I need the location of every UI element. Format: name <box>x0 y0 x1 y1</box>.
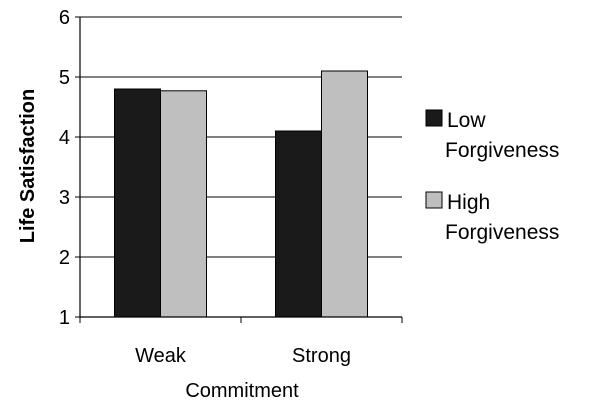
x-category-labels: Weak Strong <box>135 345 351 367</box>
bar-strong-high-forgiveness <box>321 70 368 318</box>
y-tick-label: 3 <box>59 187 70 209</box>
legend-swatch <box>425 109 443 127</box>
legend-swatch <box>425 191 443 209</box>
x-axis-title: Commitment <box>185 380 299 402</box>
legend: Low Forgiveness High Forgiveness <box>425 109 559 244</box>
y-tick-label: 6 <box>59 7 70 29</box>
y-tick-label: 1 <box>59 307 70 329</box>
y-tick-label: 2 <box>59 247 70 269</box>
bar-strong-low-forgiveness <box>275 130 322 318</box>
x-category-label: Weak <box>135 345 187 367</box>
legend-label: Forgiveness <box>445 139 559 162</box>
axes <box>79 17 403 323</box>
bars <box>114 70 368 318</box>
bar-weak-high-forgiveness <box>160 90 207 318</box>
x-category-label: Strong <box>292 345 351 367</box>
legend-label: High <box>447 191 490 214</box>
legend-label: Forgiveness <box>445 221 559 244</box>
y-axis-title: Life Satisfaction <box>17 89 39 243</box>
y-tick-label: 5 <box>59 67 70 89</box>
bar-weak-low-forgiveness <box>114 88 161 318</box>
y-tick-labels: 1 2 3 4 5 6 <box>59 7 70 329</box>
legend-label: Low <box>447 109 486 132</box>
y-tick-label: 4 <box>59 127 70 149</box>
